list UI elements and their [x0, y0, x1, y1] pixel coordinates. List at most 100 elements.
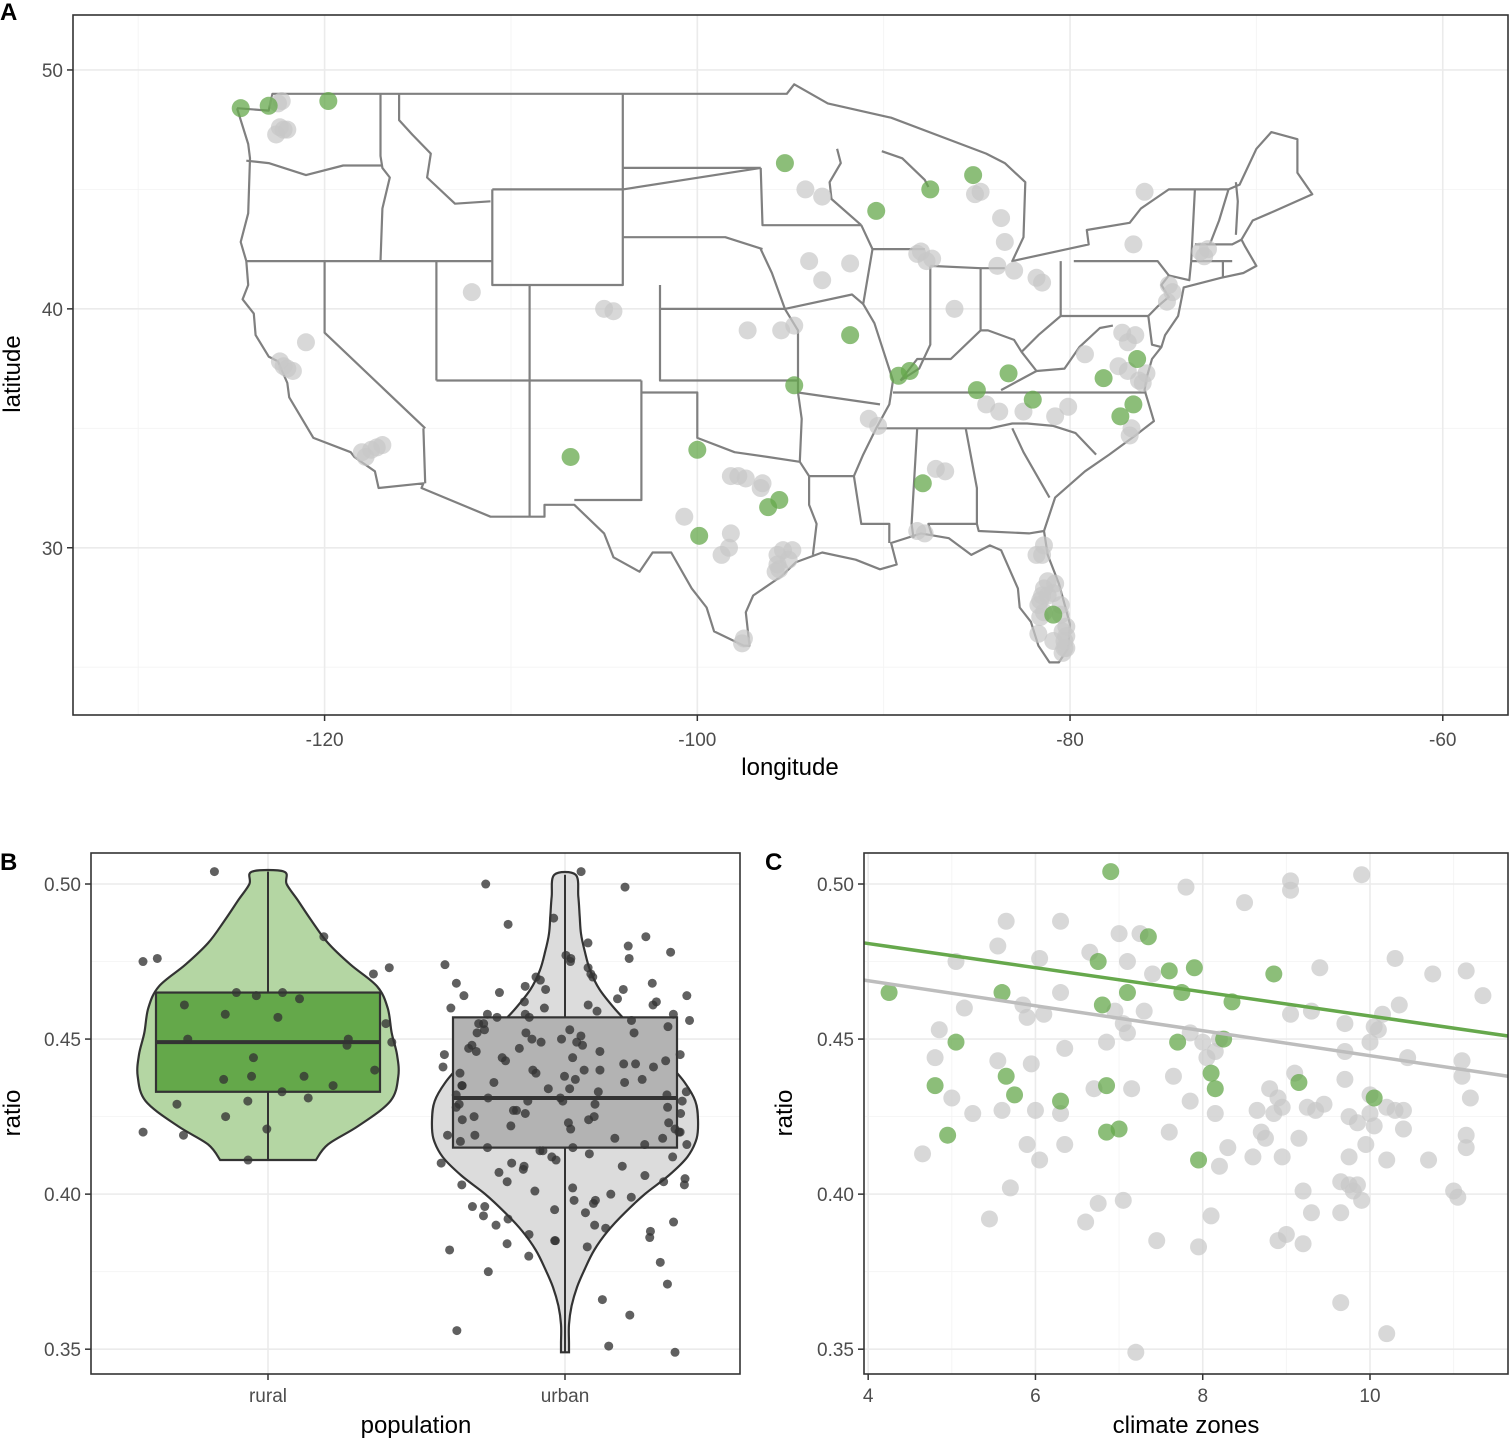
- jitter-point-urban: [584, 1115, 594, 1125]
- state-border: [398, 93, 491, 205]
- map-point-urban: [1005, 261, 1024, 280]
- jitter-point-urban: [451, 1090, 461, 1100]
- scatter-point-rural: [993, 984, 1011, 1002]
- x-tick-label: urban: [541, 1386, 590, 1407]
- scatter-point-urban: [1256, 1129, 1274, 1147]
- jitter-point-urban: [543, 1084, 553, 1094]
- jitter-point-urban: [467, 1202, 477, 1212]
- jitter-point-urban: [502, 1239, 512, 1249]
- state-border: [927, 428, 978, 537]
- scatter-point-urban: [1248, 1101, 1266, 1119]
- map-point-urban: [1122, 419, 1141, 438]
- jitter-point-urban: [623, 941, 633, 951]
- jitter-point-urban: [536, 1037, 546, 1047]
- state-border: [1073, 260, 1170, 317]
- jitter-point-urban: [439, 1050, 449, 1060]
- panel-b-border: [90, 852, 741, 1375]
- scatter-point-urban: [926, 1049, 944, 1067]
- panel-letter-a: A: [0, 0, 17, 26]
- jitter-point-urban: [520, 1109, 530, 1118]
- jitter-point-urban: [482, 1009, 492, 1019]
- jitter-point-rural: [178, 1130, 188, 1140]
- jitter-point-urban: [541, 984, 551, 994]
- scatter-point-urban: [1449, 1188, 1467, 1206]
- map-point-rural: [688, 440, 707, 459]
- scatter-point-urban: [1378, 1325, 1396, 1343]
- jitter-point-urban: [595, 1065, 605, 1075]
- y-tick-label: 0.50: [44, 875, 81, 896]
- map-point-urban: [278, 120, 297, 139]
- jitter-point-urban: [583, 1000, 593, 1010]
- jitter-point-urban: [538, 1146, 548, 1156]
- map-point-rural: [841, 326, 860, 345]
- map-point-rural: [867, 201, 886, 220]
- jitter-point-rural: [152, 953, 162, 963]
- scatter-point-urban: [1210, 1157, 1228, 1175]
- jitter-point-urban: [469, 1112, 479, 1122]
- jitter-point-urban: [624, 953, 634, 963]
- map-point-urban: [800, 252, 819, 271]
- panel-a-points: [231, 92, 1217, 662]
- jitter-point-urban: [520, 981, 530, 991]
- jitter-point-urban: [685, 1015, 695, 1025]
- scatter-point-urban: [1098, 1033, 1116, 1051]
- scatter-point-urban: [1206, 1105, 1224, 1122]
- jitter-point-urban: [565, 957, 575, 967]
- jitter-point-urban: [648, 1000, 658, 1010]
- state-border: [797, 391, 881, 406]
- scatter-point-rural: [1139, 928, 1157, 946]
- jitter-point-rural: [278, 988, 288, 998]
- jitter-point-urban: [675, 1127, 685, 1137]
- jitter-point-urban: [457, 1081, 467, 1091]
- jitter-point-rural: [319, 932, 329, 942]
- state-border: [379, 93, 391, 262]
- jitter-point-urban: [558, 1096, 568, 1106]
- state-border: [899, 265, 932, 382]
- map-point-urban: [1034, 536, 1053, 555]
- scatter-point-urban: [1135, 1002, 1153, 1020]
- jitter-point-urban: [647, 978, 657, 988]
- scatter-point-urban: [1026, 1101, 1044, 1119]
- map-point-urban: [296, 333, 315, 352]
- state-border: [828, 148, 863, 227]
- x-tick-label: 10: [1359, 1386, 1380, 1407]
- state-border: [658, 285, 785, 310]
- scatter-point-urban: [1018, 1136, 1036, 1154]
- jitter-point-urban: [483, 1093, 493, 1103]
- map-point-rural: [1044, 605, 1063, 624]
- scatter-point-urban: [1369, 1021, 1387, 1039]
- map-point-urban: [945, 299, 964, 318]
- jitter-point-urban: [682, 1140, 692, 1150]
- scatter-point-urban: [1290, 1129, 1308, 1147]
- state-border: [621, 93, 761, 191]
- scatter-point-urban: [1127, 1343, 1145, 1361]
- scatter-point-rural: [1206, 1080, 1224, 1098]
- jitter-point-urban: [629, 1028, 639, 1038]
- x-tick-label: 6: [1030, 1386, 1041, 1407]
- scatter-point-rural: [1169, 1033, 1187, 1051]
- jitter-point-urban: [514, 1043, 524, 1053]
- jitter-point-urban: [601, 1223, 611, 1233]
- scatter-point-urban: [1219, 1139, 1237, 1157]
- scatter-point-urban: [1282, 881, 1300, 899]
- fit-line-rural: [863, 941, 1509, 1038]
- jitter-point-rural: [220, 1009, 230, 1019]
- jitter-point-urban: [658, 1133, 668, 1143]
- jitter-point-urban: [482, 1143, 492, 1153]
- scatter-point-urban: [1394, 1120, 1412, 1138]
- x-tick-label: -100: [678, 730, 716, 751]
- jitter-point-urban: [452, 1326, 462, 1336]
- jitter-point-urban: [436, 1158, 446, 1168]
- scatter-point-urban: [1052, 1105, 1070, 1122]
- x-tick-label: -60: [1429, 730, 1456, 751]
- map-point-rural: [999, 364, 1018, 383]
- map-point-rural: [785, 376, 804, 395]
- map-point-urban: [1057, 639, 1076, 658]
- jitter-point-urban: [597, 1295, 607, 1305]
- map-point-urban: [908, 522, 927, 541]
- map-point-urban: [1126, 326, 1145, 345]
- scatter-point-urban: [1273, 1098, 1291, 1116]
- jitter-point-rural: [251, 991, 261, 1001]
- jitter-point-urban: [631, 1059, 641, 1069]
- scatter-point-urban: [1194, 1033, 1212, 1051]
